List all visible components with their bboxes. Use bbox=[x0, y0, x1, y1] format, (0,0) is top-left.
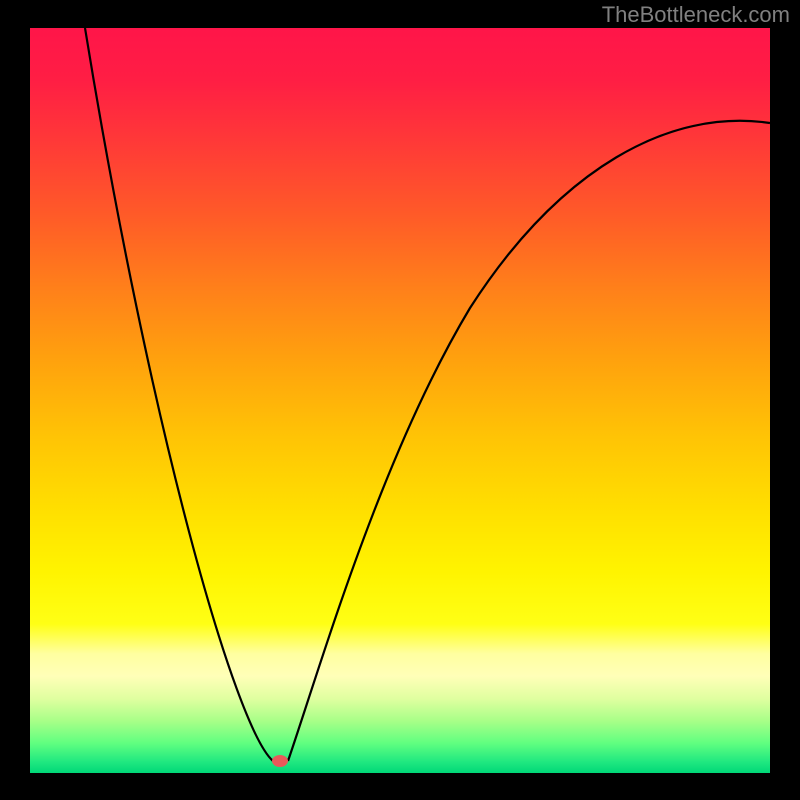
curve-right-branch bbox=[288, 121, 770, 761]
watermark-text: TheBottleneck.com bbox=[602, 2, 790, 28]
plot-area bbox=[30, 28, 770, 773]
bottleneck-curve bbox=[30, 28, 770, 773]
optimal-marker bbox=[272, 755, 288, 767]
curve-left-branch bbox=[85, 28, 273, 761]
